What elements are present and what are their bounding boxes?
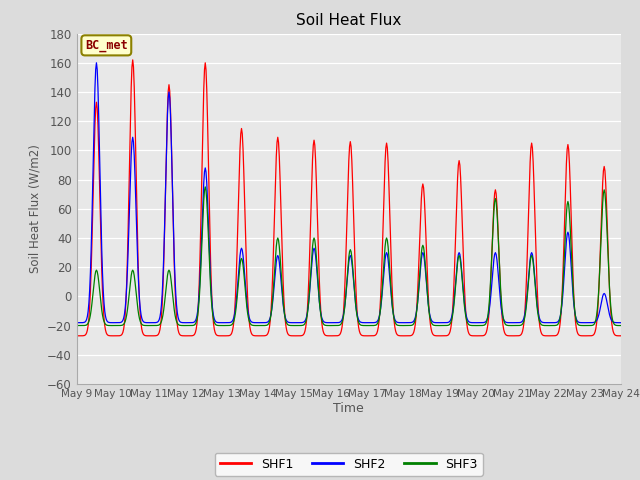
SHF2 — [93, 60, 100, 66]
SHF1 — [141, 333, 149, 338]
SHF1 — [73, 333, 81, 339]
SHF2 — [428, 317, 435, 323]
SHF1 — [129, 57, 136, 63]
SHF1 — [428, 326, 435, 332]
SHF3 — [73, 323, 81, 328]
Text: BC_met: BC_met — [85, 39, 128, 52]
SHF1 — [299, 332, 307, 338]
SHF1 — [460, 264, 467, 270]
Line: SHF1: SHF1 — [77, 60, 640, 336]
Y-axis label: Soil Heat Flux (W/m2): Soil Heat Flux (W/m2) — [29, 144, 42, 273]
SHF1 — [248, 332, 256, 337]
SHF3 — [141, 323, 148, 328]
SHF2 — [637, 359, 640, 365]
SHF1 — [617, 333, 625, 339]
SHF2 — [73, 320, 81, 325]
SHF2 — [460, 292, 467, 298]
Line: SHF3: SHF3 — [77, 187, 640, 325]
SHF2 — [141, 320, 149, 325]
SHF3 — [617, 323, 625, 328]
SHF3 — [202, 184, 209, 190]
SHF3 — [299, 323, 307, 328]
SHF1 — [277, 202, 285, 207]
SHF2 — [248, 319, 256, 325]
Title: Soil Heat Flux: Soil Heat Flux — [296, 13, 401, 28]
SHF2 — [277, 276, 285, 281]
SHF2 — [299, 320, 307, 325]
SHF3 — [460, 295, 467, 301]
SHF3 — [277, 265, 285, 271]
SHF3 — [428, 319, 435, 325]
Legend: SHF1, SHF2, SHF3: SHF1, SHF2, SHF3 — [214, 453, 483, 476]
X-axis label: Time: Time — [333, 402, 364, 415]
SHF3 — [248, 322, 256, 328]
Line: SHF2: SHF2 — [77, 63, 640, 362]
